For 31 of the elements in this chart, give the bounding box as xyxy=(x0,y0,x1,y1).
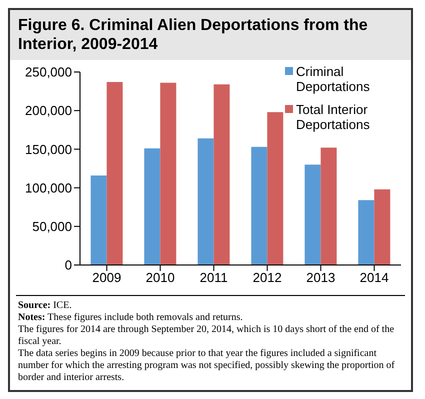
bar xyxy=(374,189,390,265)
bar xyxy=(106,82,123,265)
bar xyxy=(304,164,321,265)
bar xyxy=(320,148,337,265)
y-tick-label: 100,000 xyxy=(25,180,72,196)
x-tick-label: 2009 xyxy=(92,270,122,286)
y-tick-label: 250,000 xyxy=(25,64,72,80)
x-tick-label: 2011 xyxy=(200,270,228,286)
text: The figures for 2014 are through September 20, 2014, which is 10 days short of the end of the fiscal year. xyxy=(18,324,396,348)
bar xyxy=(214,84,230,265)
bar xyxy=(144,148,160,265)
y-tick-label: 50,000 xyxy=(32,219,72,234)
bar xyxy=(267,112,284,265)
chart-title: Figure 6. Criminal Alien Deportations from the Interior, 2009-2014 xyxy=(10,10,411,60)
bar xyxy=(251,146,268,265)
x-tick-label: 2012 xyxy=(252,270,282,286)
y-tick-label: 150,000 xyxy=(25,142,72,157)
y-tick-label: 0 xyxy=(64,258,72,273)
legend-label: Criminal Deportations xyxy=(296,64,371,94)
legend-label: Total Interior Deportations xyxy=(296,102,371,132)
bar xyxy=(90,175,107,265)
bar xyxy=(198,138,214,265)
y-tick-label: 200,000 xyxy=(25,103,72,118)
x-tick-label: 2014 xyxy=(360,270,389,286)
x-tick-label: 2013 xyxy=(306,270,336,286)
bar xyxy=(160,82,176,265)
text: Notes: These figures include both removals and returns. xyxy=(18,312,244,324)
source-note: Source: ICE. xyxy=(18,300,73,312)
bar xyxy=(358,200,374,265)
text: The data series begins in 2009 because prior to that year the figures included a significant number for which the arresting program was not specified, possibly skewing the proportion of border and interior arrests. xyxy=(18,348,396,384)
x-tick-label: 2010 xyxy=(146,270,175,286)
